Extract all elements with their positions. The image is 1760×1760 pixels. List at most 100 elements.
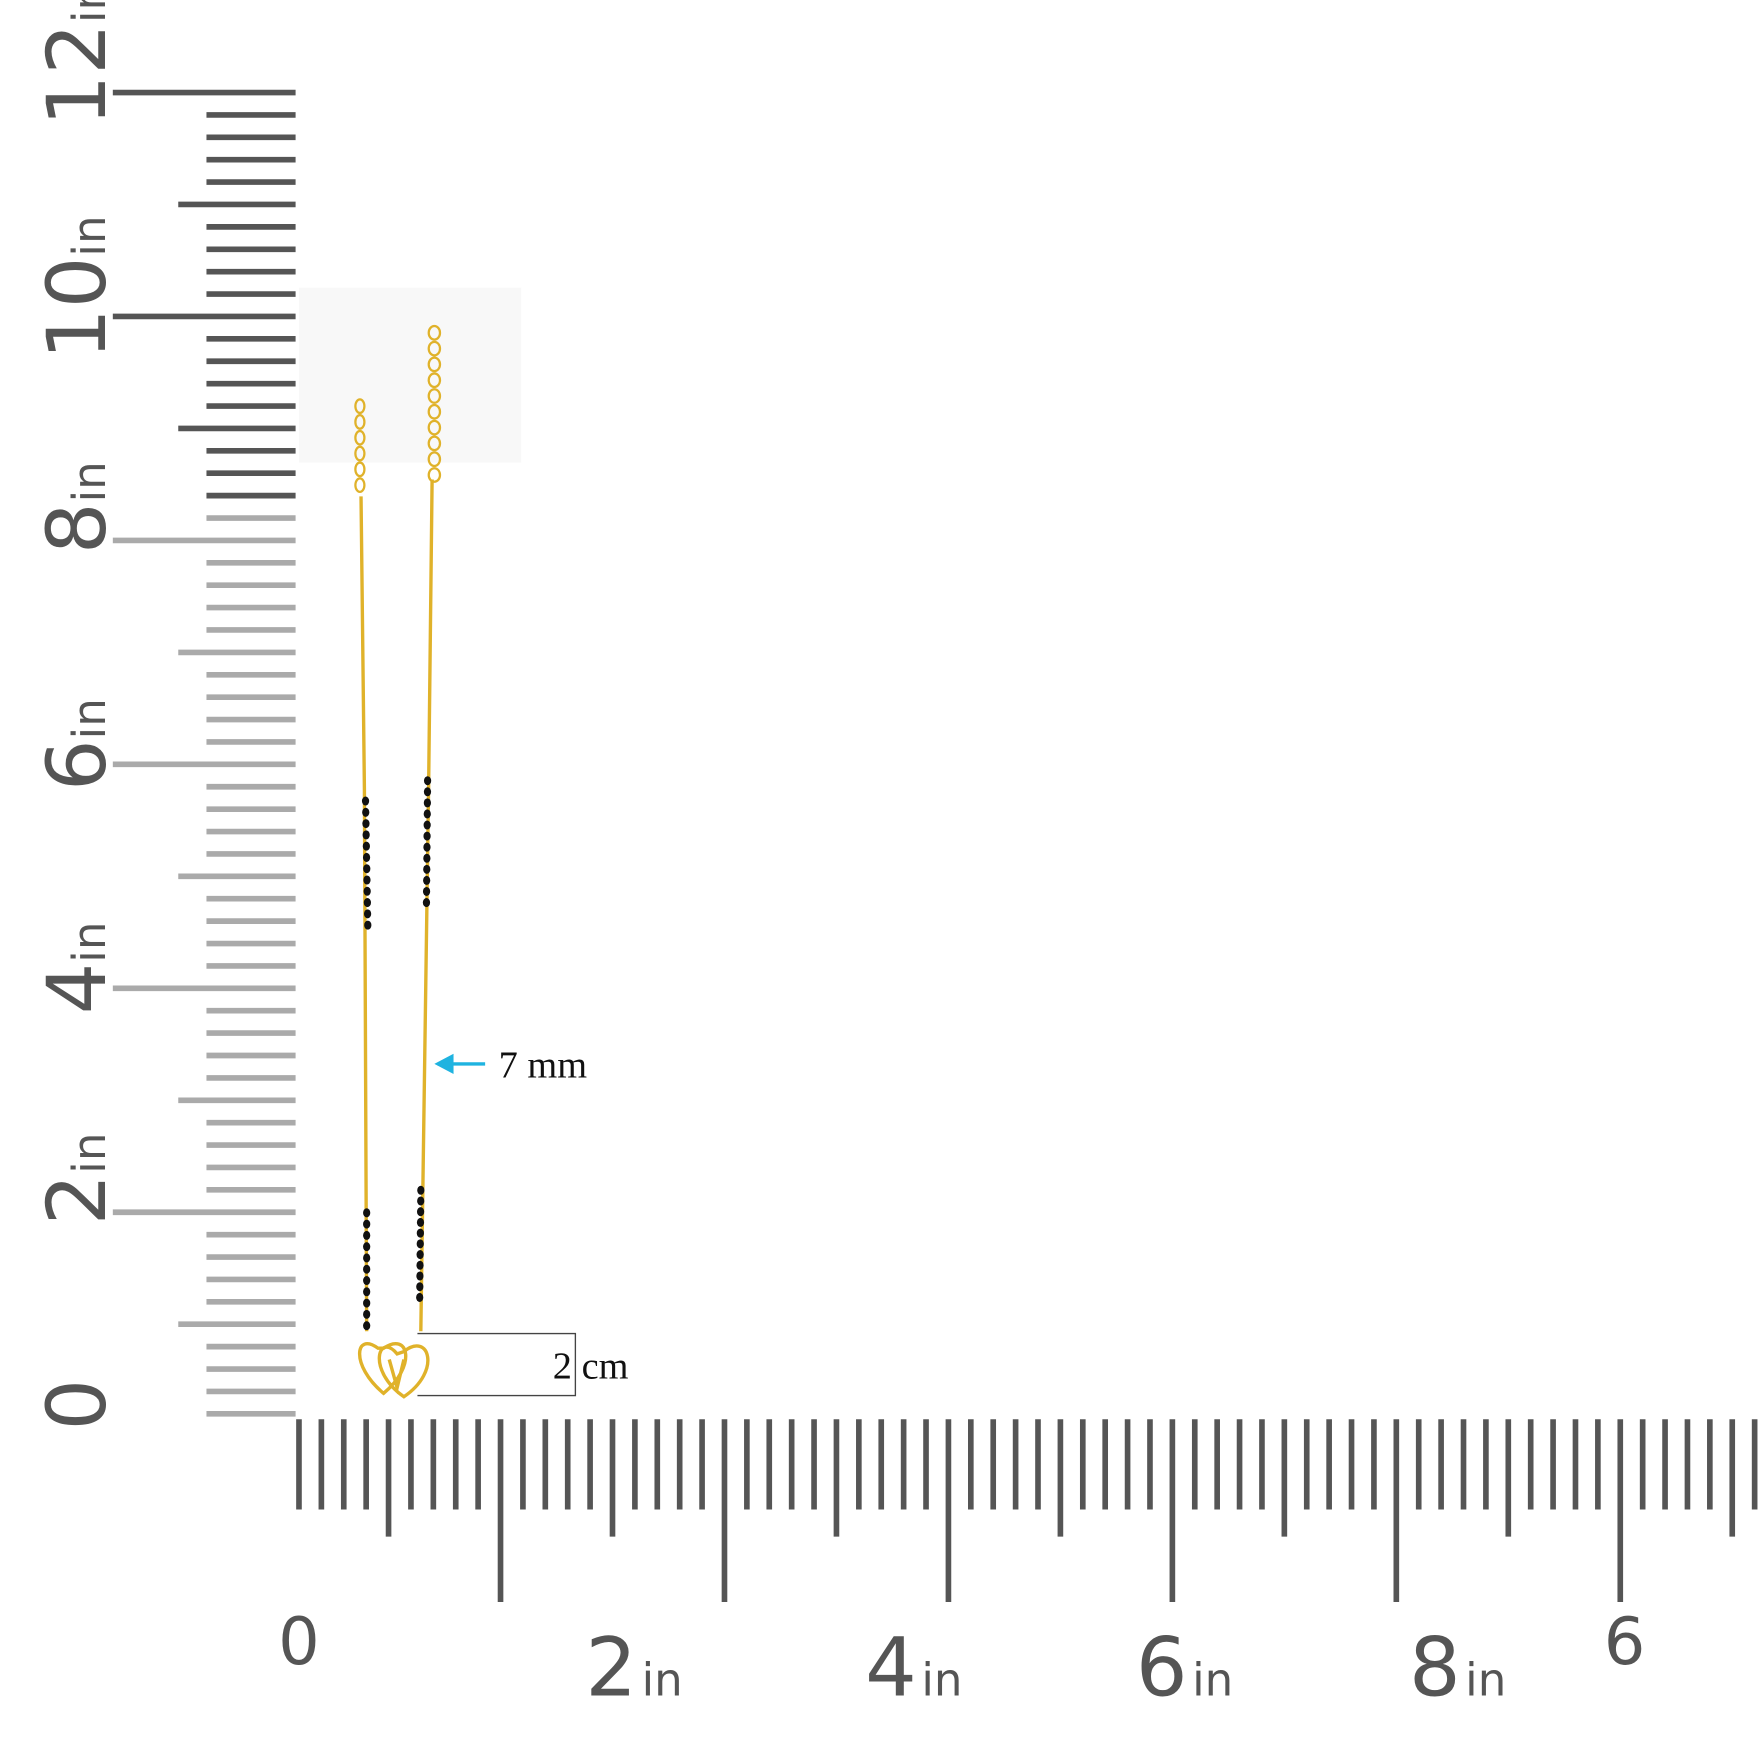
ruler-label: 10in — [31, 215, 125, 359]
black-beads — [361, 776, 432, 1331]
link — [427, 467, 442, 483]
bead — [416, 1292, 424, 1302]
link — [354, 398, 366, 415]
link — [354, 445, 366, 462]
label-number: 4 — [31, 963, 125, 1015]
label-unit: in — [63, 461, 116, 502]
bead — [363, 1309, 371, 1319]
bead — [362, 841, 370, 851]
label-unit: in — [63, 1133, 116, 1174]
bead — [363, 1242, 371, 1252]
ruler-label: 0 — [31, 1379, 125, 1431]
label-number: 0 — [31, 1379, 125, 1431]
bead — [363, 909, 372, 919]
width-marker: 7 mm — [434, 1044, 587, 1086]
horizontal-ruler — [296, 1419, 1758, 1603]
label-number: 10 — [31, 257, 125, 360]
label-unit: in — [63, 698, 116, 739]
heart-pendant — [358, 1342, 408, 1396]
label-unit: in — [642, 1654, 683, 1707]
label-unit: in — [63, 215, 116, 256]
bead — [362, 807, 370, 817]
bead — [416, 1250, 424, 1260]
label-number: 0 — [278, 1604, 320, 1680]
link — [427, 419, 442, 436]
bead — [362, 852, 371, 862]
bead — [416, 1239, 424, 1249]
label-number: 8 — [31, 502, 125, 554]
bead — [363, 898, 371, 908]
ruler-label: 2in — [31, 1133, 125, 1226]
bead — [423, 809, 431, 819]
bead — [423, 831, 431, 841]
link — [427, 340, 442, 357]
bead — [423, 787, 432, 797]
bead — [416, 1260, 424, 1270]
bead — [363, 864, 371, 874]
bead — [362, 819, 370, 829]
bead — [364, 920, 372, 930]
label-number: 8 — [1409, 1622, 1461, 1716]
length-marker — [417, 1332, 577, 1397]
bead — [423, 875, 431, 885]
bead — [363, 1219, 371, 1229]
bead — [363, 1230, 371, 1240]
bead — [423, 798, 431, 808]
bead — [423, 864, 431, 874]
link — [427, 372, 442, 389]
link — [354, 477, 366, 494]
bead — [363, 1276, 371, 1286]
bead — [422, 898, 431, 908]
arrow-head — [434, 1053, 454, 1075]
bead — [416, 1207, 425, 1217]
link — [427, 324, 442, 341]
annotation: 2 cm — [553, 1346, 629, 1388]
ruler-label: 6in — [31, 698, 125, 791]
photo-backdrop — [298, 287, 522, 463]
bead — [363, 1253, 371, 1263]
link — [354, 461, 366, 478]
bead — [363, 1287, 371, 1297]
label-unit: in — [63, 922, 116, 963]
link — [427, 403, 442, 420]
bead — [362, 830, 370, 840]
bead — [416, 1217, 425, 1227]
link — [354, 414, 366, 430]
bead — [416, 1282, 424, 1292]
link — [427, 356, 442, 373]
link — [427, 388, 442, 404]
label-number: 6 — [31, 739, 125, 791]
label-number: 6 — [1136, 1622, 1188, 1716]
bead — [363, 1264, 371, 1274]
ruler-label: 8in — [31, 461, 125, 554]
label-number: 4 — [865, 1622, 917, 1716]
bead — [423, 853, 431, 863]
label-number: 12 — [31, 23, 125, 126]
bead — [423, 820, 431, 830]
label-number: 6 — [1604, 1604, 1646, 1680]
necklace — [354, 324, 442, 1399]
bead — [416, 1228, 424, 1238]
horizontal-ruler-labels: 0 2 in 4 in 6 in 8 in6 — [278, 1604, 1645, 1716]
heart-pendant — [377, 1344, 430, 1399]
bracket — [417, 1332, 577, 1397]
bead — [423, 842, 431, 852]
label-unit: in — [921, 1654, 962, 1707]
bead — [363, 1298, 371, 1308]
link — [354, 429, 366, 446]
bead — [363, 1208, 371, 1218]
ruler-label: 12in — [31, 0, 125, 126]
bead — [363, 875, 371, 885]
left-chain — [359, 496, 369, 1332]
ruler-label: 4in — [31, 922, 125, 1015]
bead — [416, 1271, 424, 1281]
bead — [363, 1321, 371, 1331]
link — [427, 435, 442, 452]
bead — [423, 776, 432, 786]
